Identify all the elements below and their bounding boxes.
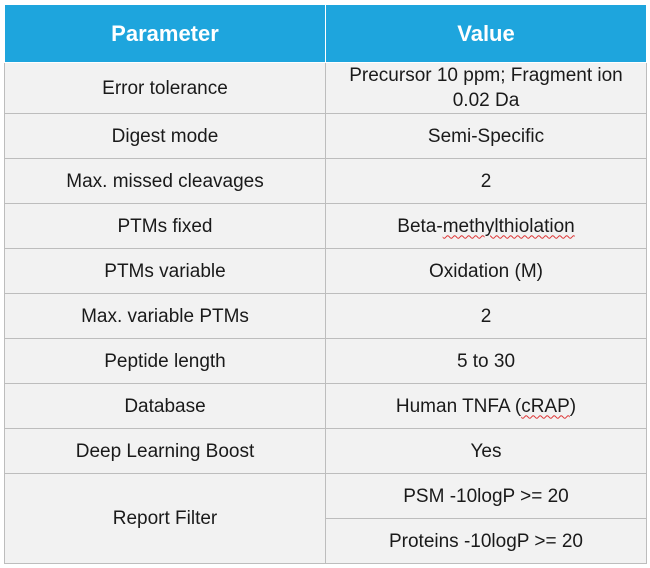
value-prefix: Beta-: [397, 215, 443, 237]
value-cell: Beta-methylthiolation: [325, 203, 647, 249]
param-cell: Digest mode: [4, 113, 326, 159]
param-cell: Peptide length: [4, 338, 326, 384]
param-cell: Max. missed cleavages: [4, 158, 326, 204]
value-cell: 2: [325, 158, 647, 204]
value-prefix: Human TNFA (: [395, 395, 522, 417]
table-row: Max. missed cleavages 2: [4, 158, 647, 204]
table-row: Database Human TNFA (cRAP): [4, 383, 647, 429]
value-cell: Semi-Specific: [325, 113, 647, 159]
value-cell: Proteins -10logP >= 20: [325, 518, 647, 564]
value-cell: 5 to 30: [325, 338, 647, 384]
value-suffix: ): [569, 395, 577, 417]
table-row: PTMs variable Oxidation (M): [4, 248, 647, 294]
spellcheck-flagged-word[interactable]: methylthiolation: [442, 215, 575, 237]
table-row: Proteins -10logP >= 20: [5, 518, 647, 564]
value-cell: Precursor 10 ppm; Fragment ion 0.02 Da: [325, 62, 647, 114]
value-cell: 2: [325, 293, 647, 339]
param-cell: Deep Learning Boost: [4, 428, 326, 474]
table-row: Error tolerance Precursor 10 ppm; Fragme…: [4, 62, 647, 114]
value-cell: Oxidation (M): [325, 248, 647, 294]
table-row: Deep Learning Boost Yes: [4, 428, 647, 474]
table-row: Digest mode Semi-Specific: [4, 113, 647, 159]
param-cell: Database: [4, 383, 326, 429]
header-parameter: Parameter: [4, 4, 326, 63]
param-cell-report-filter: Report Filter: [4, 473, 326, 564]
spellcheck-flagged-word[interactable]: cRAP: [521, 395, 570, 417]
value-cell: Human TNFA (cRAP): [325, 383, 647, 429]
param-cell: PTMs variable: [4, 248, 326, 294]
table-row: Report Filter PSM -10logP >= 20: [4, 473, 647, 564]
table-row: PTMs fixed Beta-methylthiolation: [4, 203, 647, 249]
param-cell: Max. variable PTMs: [4, 293, 326, 339]
table-row: Peptide length 5 to 30: [4, 338, 647, 384]
param-cell: Error tolerance: [4, 62, 326, 114]
table-header-row: Parameter Value: [4, 4, 647, 63]
value-cell: Yes: [325, 428, 647, 474]
param-cell: PTMs fixed: [4, 203, 326, 249]
table-row: Max. variable PTMs 2: [4, 293, 647, 339]
header-value: Value: [325, 4, 647, 63]
parameters-table: Parameter Value Error tolerance Precurso…: [4, 4, 647, 564]
parameters-table-container: Parameter Value Error tolerance Precurso…: [4, 4, 647, 564]
value-cell: PSM -10logP >= 20: [325, 473, 647, 519]
